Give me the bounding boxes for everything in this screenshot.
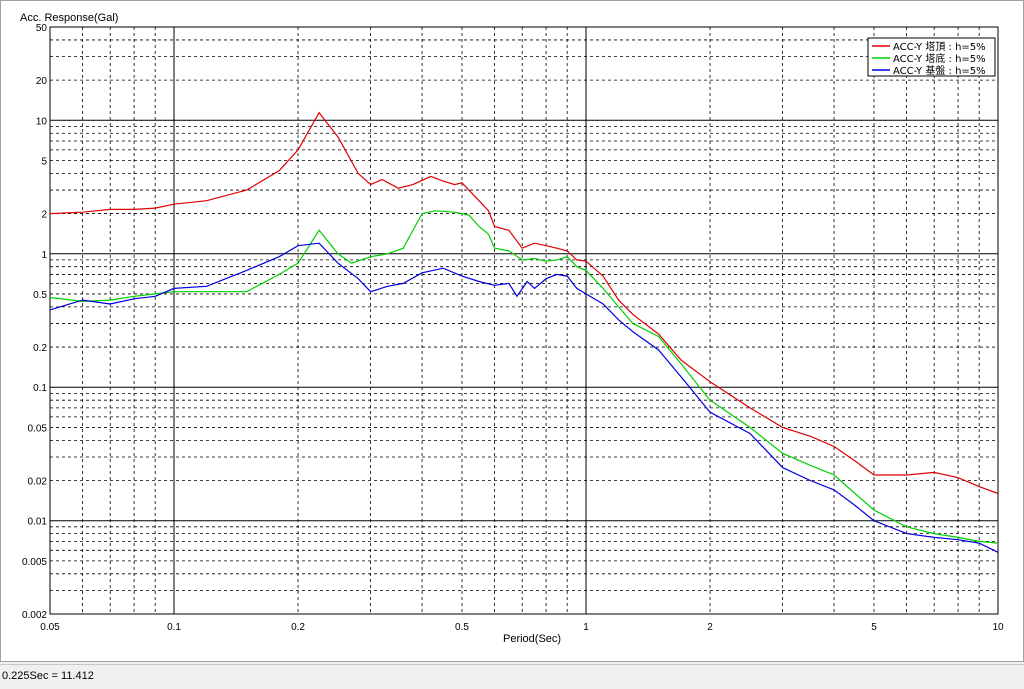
y-tick-label: 0.002 [22,610,47,621]
y-tick-label: 0.02 [28,477,48,488]
status-readout: 0.225Sec = 11.412 [2,670,94,682]
x-axis-title: Period(Sec) [503,633,561,645]
y-tick-label: 50 [36,23,48,34]
grid [50,27,998,614]
x-tick-label: 0.1 [167,622,181,633]
plot-area[interactable] [49,26,999,615]
legend-label: ACC-Y 塔底 : h=5% [893,52,986,65]
series-line-3 [49,242,999,553]
y-tick-label: 0.5 [33,290,47,301]
y-tick-label: 20 [36,76,48,87]
y-tick-label: 1 [41,250,47,261]
x-tick-label: 1 [583,622,589,633]
y-tick-label: 0.01 [28,517,48,528]
y-axis-title: Acc. Response(Gal) [20,12,118,24]
x-tick-label: 2 [707,622,713,633]
tick-labels: 0.05 0.1 0.2 0.5 1 2 5 10 50 20 10 5 2 1 0.5 0.2 0.1 0.05… [22,23,1004,633]
response-spectrum-chart[interactable]: Acc. Response(Gal) 0.05 0.1 0.2 0.5 1 2 5 10 50 2… [1,1,1023,661]
y-tick-label: 5 [41,156,47,167]
series-lines [49,111,999,553]
x-tick-label: 0.5 [455,622,469,633]
y-tick-label: 10 [36,116,48,127]
y-tick-label: 0.005 [22,557,47,568]
series-line-2 [49,210,999,544]
legend-label: ACC-Y 基盤 : h=5% [893,64,986,77]
y-tick-label: 0.05 [28,423,48,434]
chart-window[interactable]: Acc. Response(Gal) 0.05 0.1 0.2 0.5 1 2 5 10 50 2… [0,0,1024,662]
x-tick-label: 0.05 [40,622,60,633]
x-tick-label: 10 [992,622,1004,633]
x-tick-label: 5 [871,622,877,633]
y-tick-label: 0.2 [33,343,47,354]
y-tick-label: 0.1 [33,383,47,394]
series-line-1 [49,111,999,495]
legend-label: ACC-Y 塔頂 : h=5% [893,40,986,53]
x-tick-label: 0.2 [291,622,305,633]
legend: ACC-Y 塔頂 : h=5%ACC-Y 塔底 : h=5%ACC-Y 基盤 :… [867,37,996,77]
status-bar: 0.225Sec = 11.412 [0,664,1024,689]
y-tick-label: 2 [41,210,47,221]
